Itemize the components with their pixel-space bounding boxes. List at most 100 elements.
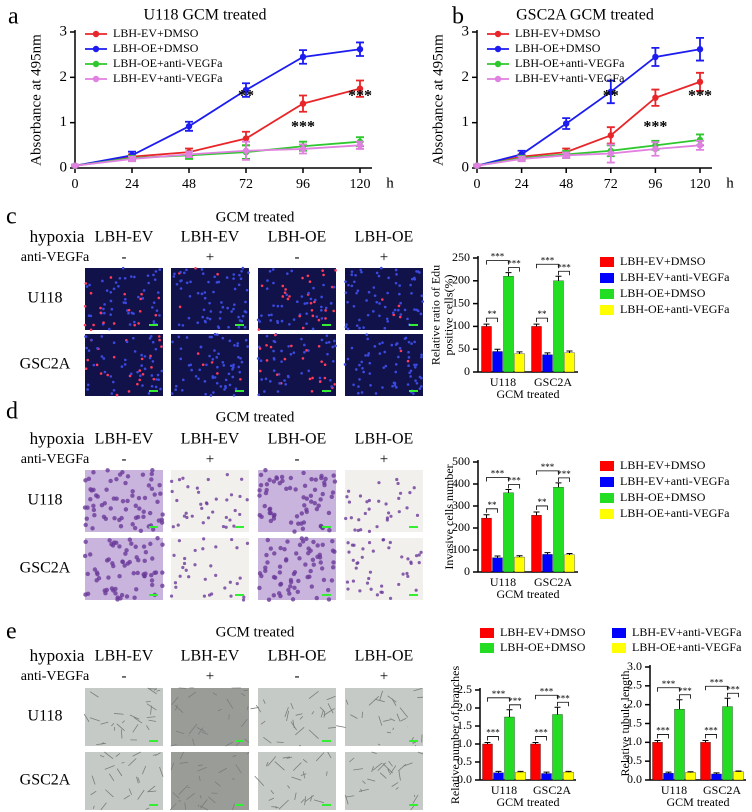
cell — [365, 581, 370, 585]
cell — [378, 314, 381, 318]
cell — [140, 353, 143, 357]
y-tick-label: 3 — [60, 23, 68, 39]
tube — [402, 762, 413, 767]
cell — [128, 374, 132, 378]
cell — [123, 507, 129, 512]
tube — [155, 752, 161, 757]
cell — [275, 373, 279, 376]
cell — [223, 388, 226, 391]
y-axis-label: Relative number of branches — [448, 666, 462, 805]
significance-bracket — [536, 317, 548, 323]
legend-label: LBH-OE+anti-VEGFa — [620, 302, 730, 316]
cell — [260, 378, 264, 381]
cell — [320, 360, 323, 363]
cell — [420, 376, 423, 380]
cell — [228, 339, 232, 343]
cell — [240, 360, 244, 364]
cell — [345, 580, 350, 584]
cell — [295, 589, 300, 595]
micrograph — [345, 538, 423, 601]
cell — [382, 366, 386, 369]
y-tick-label: 50 — [458, 341, 470, 355]
treatment-header: anti-VEGFa — [21, 669, 90, 684]
legend-marker — [92, 60, 100, 68]
cell — [322, 480, 327, 485]
bar — [564, 352, 575, 373]
treatment-sign: - — [122, 249, 127, 265]
cell — [99, 502, 105, 508]
cell — [398, 346, 402, 350]
bar — [503, 492, 514, 573]
tube — [372, 762, 383, 771]
cell — [288, 475, 294, 481]
tube — [196, 726, 206, 733]
legend-label: LBH-EV+DMSO — [620, 254, 706, 268]
cell — [88, 497, 93, 502]
cell — [221, 305, 225, 309]
legend-marker — [92, 30, 100, 38]
cell — [269, 319, 273, 322]
cell — [372, 310, 375, 313]
y-tick-label: 400 — [452, 476, 470, 490]
micrograph — [169, 751, 250, 811]
x-axis-label: GCM treated — [667, 795, 730, 809]
cell — [140, 364, 143, 367]
significance-bracket — [657, 734, 669, 739]
column-header: LBH-EV — [95, 648, 154, 665]
tube — [232, 755, 237, 757]
cell — [420, 294, 424, 298]
x-tick-label: 96 — [648, 177, 662, 192]
cell — [238, 273, 241, 277]
cell — [178, 305, 182, 309]
cell — [387, 546, 391, 550]
cell — [130, 493, 135, 498]
cell — [240, 477, 244, 481]
cell — [156, 518, 162, 523]
cell — [320, 338, 324, 342]
cell — [89, 314, 93, 318]
micrograph — [250, 688, 337, 747]
cell — [155, 378, 158, 381]
column-header: LBH-EV — [181, 648, 240, 665]
cell — [105, 289, 109, 292]
tube — [146, 716, 156, 718]
error-bar — [483, 514, 490, 519]
annotation: *** — [643, 119, 667, 136]
cell — [292, 351, 296, 354]
cell — [109, 299, 113, 303]
cell — [327, 527, 332, 533]
cell — [226, 306, 229, 310]
cell — [272, 349, 275, 353]
cell — [307, 291, 310, 295]
cell — [330, 539, 335, 544]
cell — [155, 536, 160, 541]
cell — [141, 544, 147, 549]
column-header: LBH-OE — [355, 648, 414, 665]
point — [696, 142, 704, 149]
point — [356, 85, 364, 92]
cell — [88, 552, 93, 557]
cell — [177, 323, 181, 327]
tube — [172, 792, 180, 799]
cell — [319, 475, 324, 481]
bar — [503, 276, 514, 373]
tube — [282, 756, 291, 759]
cell — [401, 572, 405, 576]
cell — [211, 376, 215, 380]
cell — [409, 375, 412, 378]
cell — [106, 373, 109, 377]
cell — [202, 537, 206, 541]
cell — [123, 363, 127, 366]
bar — [542, 554, 553, 573]
y-tick-label: 200 — [452, 520, 470, 534]
series-line — [476, 144, 701, 167]
cell — [329, 379, 332, 382]
cell — [301, 520, 307, 525]
cell — [170, 392, 174, 395]
legend-label: LBH-EV+DMSO — [620, 458, 706, 472]
cell — [320, 309, 323, 312]
cell — [224, 515, 228, 520]
cell — [213, 332, 217, 336]
tube — [89, 691, 99, 698]
cell — [138, 309, 142, 313]
